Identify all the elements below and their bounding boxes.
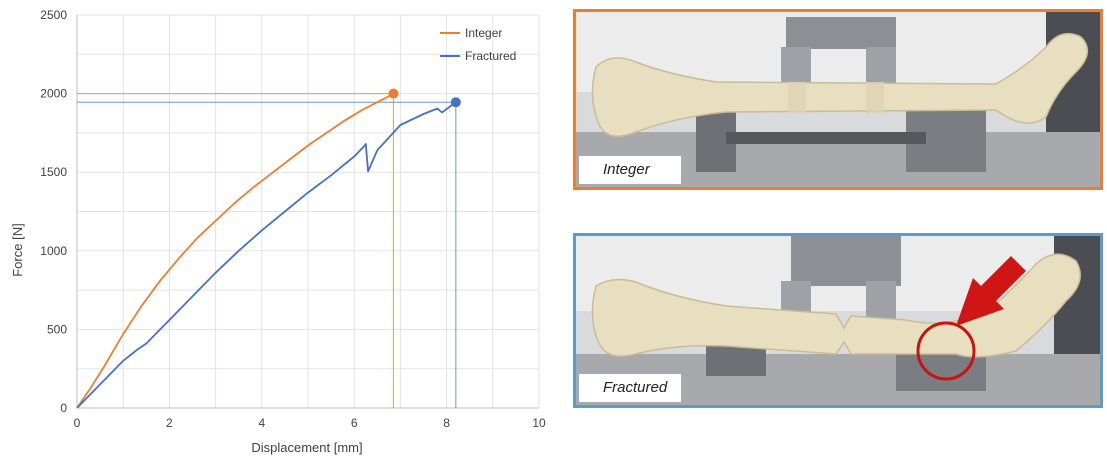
series-line-integer [76, 92, 394, 409]
x-axis-title: Displacement [mm] [251, 440, 362, 455]
chart-grid [76, 14, 540, 409]
x-tick-label: 8 [443, 416, 450, 430]
y-tick-label: 1000 [40, 244, 67, 258]
y-tick-label: 2000 [40, 87, 67, 101]
x-tick-label: 4 [258, 416, 265, 430]
x-tick-label: 10 [532, 416, 546, 430]
photo-caption-integer: Integer [579, 156, 681, 184]
y-tick-label: 1500 [40, 165, 67, 179]
y-tick-label: 0 [60, 401, 67, 415]
x-tick-label: 2 [166, 416, 173, 430]
data-series [76, 88, 461, 409]
y-tick-label: 2500 [40, 8, 67, 22]
x-tick-label: 0 [74, 416, 81, 430]
chart-axes [76, 15, 539, 409]
chart-legend: Integer Fractured [440, 26, 516, 63]
photo-integer-bone: Integer [573, 9, 1103, 190]
tick-labels: 0 2 4 6 8 10 0 500 1000 1500 2000 2500 [40, 8, 546, 430]
fracture-highlight-circle [916, 321, 976, 381]
y-tick-label: 500 [47, 322, 67, 336]
photo-fractured-bone: Fractured [573, 233, 1103, 408]
photo-caption-fractured: Fractured [579, 374, 681, 402]
end-point-marker-integer [388, 88, 399, 99]
series-line-fractured [76, 101, 457, 409]
fractured-bone-shape [591, 253, 1081, 358]
legend-label-integer: Integer [465, 26, 502, 40]
force-displacement-chart: 0 2 4 6 8 10 0 500 1000 1500 2000 2500 Displacement… [10, 8, 546, 455]
reference-lines [77, 93, 457, 408]
legend-label-fractured: Fractured [465, 49, 516, 63]
x-tick-label: 6 [351, 416, 358, 430]
fracture-arrow [956, 256, 1026, 326]
y-axis-title: Force [N] [10, 223, 25, 276]
bone-shape [591, 32, 1089, 137]
end-point-marker-fractured [450, 97, 461, 108]
